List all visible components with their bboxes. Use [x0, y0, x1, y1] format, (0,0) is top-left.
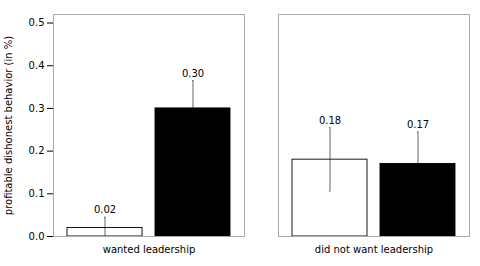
svg-text:0.5: 0.5 [29, 17, 45, 28]
svg-text:0.0: 0.0 [29, 231, 45, 242]
svg-text:0.30: 0.30 [182, 68, 204, 79]
svg-text:0.18: 0.18 [319, 115, 341, 126]
svg-text:0.17: 0.17 [407, 119, 429, 130]
svg-text:profitable dishonest behavior: profitable dishonest behavior (in %) [3, 36, 14, 216]
svg-text:0.1: 0.1 [29, 188, 45, 199]
svg-text:0.4: 0.4 [29, 60, 45, 71]
svg-text:0.2: 0.2 [29, 145, 45, 156]
svg-text:wanted leadership: wanted leadership [103, 244, 196, 255]
svg-text:0.02: 0.02 [94, 204, 116, 215]
svg-text:0.3: 0.3 [29, 103, 45, 114]
svg-text:did not want leadership: did not want leadership [315, 244, 433, 255]
